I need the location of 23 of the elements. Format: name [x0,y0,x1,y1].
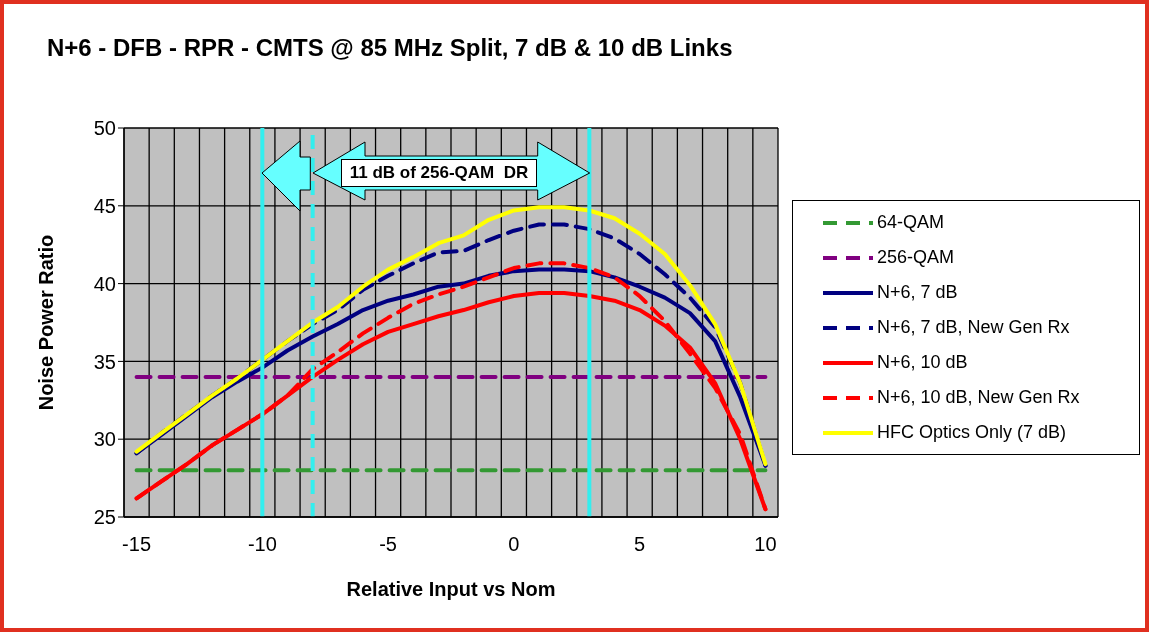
chart-title: N+6 - DFB - RPR - CMTS @ 85 MHz Split, 7 dB & 10 dB Links [47,34,733,62]
legend-label: HFC Optics Only (7 dB) [877,422,1067,443]
y-tick-label: 25 [93,506,116,529]
x-tick-label: 5 [634,533,646,556]
legend-label: 64-QAM [877,212,945,233]
y-axis-title: Noise Power Ratio [34,233,58,412]
legend-label: N+6, 7 dB, New Gen Rx [877,317,1070,338]
y-tick-label: 45 [93,194,116,217]
legend-label: N+6, 10 dB [877,352,968,373]
y-tick-label: 30 [93,428,116,451]
y-tick-label: 50 [93,117,116,140]
x-tick-label: -15 [122,533,152,556]
x-tick-label: 10 [754,533,777,556]
legend-label: 256-QAM [877,247,955,268]
x-tick-label: -10 [247,533,277,556]
x-axis-title: Relative Input vs Nom [345,578,557,601]
legend-label: N+6, 7 dB [877,282,958,303]
x-tick-label: 0 [508,533,520,556]
legend-label: N+6, 10 dB, New Gen Rx [877,387,1080,408]
x-tick-label: -5 [379,533,398,556]
y-tick-label: 35 [93,350,116,373]
y-tick-label: 40 [93,272,116,295]
annotation: 11 dB of 256-QAM DR [340,159,538,187]
